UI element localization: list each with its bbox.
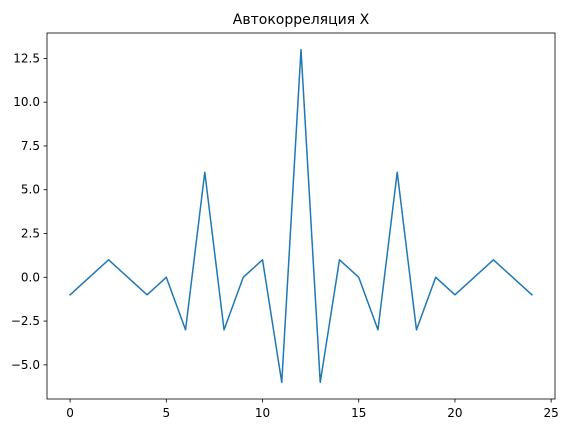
y-tick-label: 10.0: [13, 95, 40, 109]
y-tick-label: −2.5: [11, 314, 40, 328]
series-line-0: [69, 48, 533, 384]
y-tick-label: 5.0: [21, 183, 40, 197]
y-tick-label: 2.5: [21, 227, 40, 241]
y-tick-label: −5.0: [11, 358, 40, 372]
x-tick-label: 20: [447, 406, 462, 420]
x-tick-label: 10: [255, 406, 270, 420]
chart-title: Автокорреляция X: [233, 12, 370, 28]
y-tick-label: 0.0: [21, 270, 40, 284]
x-tick-label: 5: [162, 406, 170, 420]
x-tick-label: 0: [66, 406, 74, 420]
plot-area-frame: [46, 32, 556, 400]
y-axis: −5.0 −2.5 0.0 2.5 5.0 7.5 10.0 12.5: [11, 51, 47, 372]
y-tick-label: 7.5: [21, 139, 40, 153]
y-tick-label: 12.5: [13, 51, 40, 65]
x-axis: 0 5 10 15 20 25: [66, 399, 559, 420]
x-tick-label: 25: [544, 406, 559, 420]
x-tick-label: 15: [351, 406, 366, 420]
